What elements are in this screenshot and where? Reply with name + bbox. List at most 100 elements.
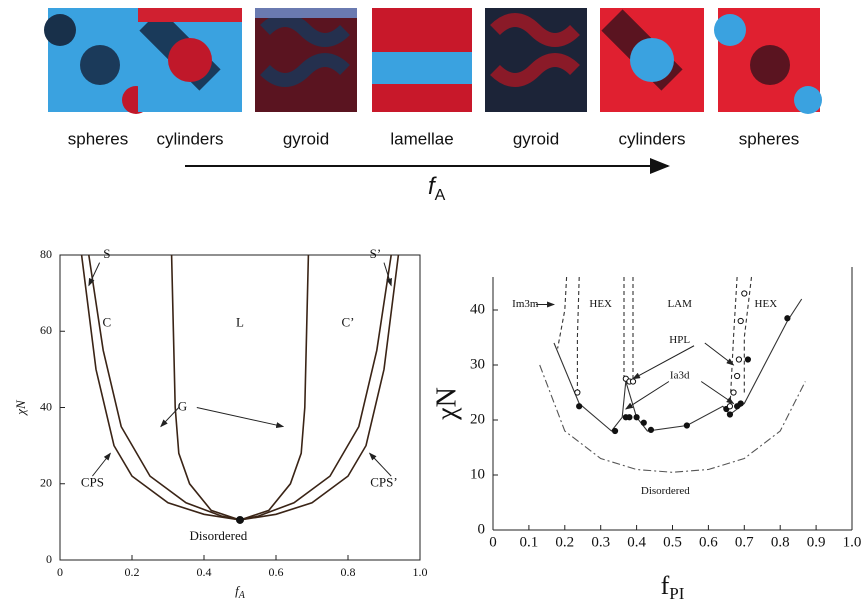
pointer-arrow <box>196 407 285 428</box>
x-tick-label: 0.6 <box>269 565 284 579</box>
marker <box>626 414 633 421</box>
x-tick-label: 0.9 <box>807 534 826 550</box>
annotation: HPL <box>669 334 690 346</box>
marker <box>741 290 748 297</box>
x-tick-label: 0.6 <box>699 534 718 550</box>
marker <box>730 389 737 396</box>
marker <box>734 372 741 380</box>
x-tick-label: 0.2 <box>125 565 140 579</box>
pointer-arrow <box>624 381 670 410</box>
marker <box>683 422 690 429</box>
boundary-line <box>729 276 738 410</box>
y-tick-label: 80 <box>40 247 52 261</box>
marker <box>737 400 744 407</box>
cube <box>372 8 472 112</box>
y-tick-label: 40 <box>40 399 52 413</box>
x-tick-label: 0.1 <box>520 534 539 550</box>
cube <box>714 8 822 114</box>
pointer-arrow <box>700 381 735 405</box>
phase-label: gyroid <box>513 129 559 148</box>
y-tick-label: 20 <box>40 476 52 490</box>
x-tick-label: 1.0 <box>843 534 862 550</box>
pointer-arrow <box>92 452 112 477</box>
x-axis-label: fA <box>235 583 246 601</box>
pointer-arrow <box>160 407 180 428</box>
annotation: HEX <box>755 298 778 310</box>
marker <box>640 419 647 426</box>
boundary-line <box>553 298 803 432</box>
marker <box>726 403 734 410</box>
axis-label: fA <box>428 173 446 204</box>
boundary-line <box>557 276 568 349</box>
y-axis-label: χN <box>13 399 28 417</box>
pointer-arrow <box>368 452 392 477</box>
y-tick-label: 60 <box>40 323 52 337</box>
cube <box>600 8 704 112</box>
y-tick-label: 30 <box>470 356 485 372</box>
cube-row <box>44 8 822 114</box>
plot-frame <box>59 254 421 561</box>
y-axis-label: χN <box>431 387 462 421</box>
x-tick-label: 0 <box>489 534 497 550</box>
x-label-sub: PI <box>669 584 684 603</box>
cube <box>44 8 150 114</box>
marker <box>726 411 734 418</box>
x-tick-label: 0.5 <box>663 534 682 550</box>
annotation: HEX <box>589 298 612 310</box>
x-tick-label: 0.8 <box>771 534 790 550</box>
boundary-line <box>539 364 806 473</box>
cube <box>138 8 242 112</box>
pointer-arrow <box>383 262 392 287</box>
marker <box>236 515 244 524</box>
phase-label: cylinders <box>618 129 685 148</box>
x-label-sub: A <box>238 590 246 601</box>
marker <box>576 403 583 410</box>
pointer-arrow <box>704 342 735 366</box>
x-tick-label: 0.4 <box>197 565 212 579</box>
x-label-main: f <box>661 571 670 600</box>
y-tick-label: 10 <box>470 466 485 482</box>
marker <box>735 356 743 363</box>
y-tick-label: 40 <box>470 301 485 317</box>
phase-label: gyroid <box>283 129 329 148</box>
y-tick-label: 0 <box>478 521 486 537</box>
annotation: Im3m <box>512 298 539 310</box>
annotation: Disordered <box>190 528 248 543</box>
x-axis-label: fPI <box>661 571 685 603</box>
annotation: LAM <box>667 298 692 310</box>
annotation: S <box>103 246 110 261</box>
marker <box>633 414 640 421</box>
pointer-arrow <box>632 345 695 380</box>
annotation: Disordered <box>641 485 690 497</box>
phase-label: lamellae <box>390 129 453 148</box>
plot: 0 0.1 0.2 0.3 0.4 0.5 0.6 0.7 0.8 0.9 1.0 0 10 20 30 40… <box>431 267 861 603</box>
phase-label: cylinders <box>156 129 223 148</box>
boundary-line <box>80 254 400 521</box>
x-tick-label: 0.2 <box>555 534 574 550</box>
annotation: CPS’ <box>370 475 397 490</box>
boundary-line <box>170 254 310 521</box>
marker <box>784 315 791 322</box>
annotation: C <box>102 315 111 330</box>
x-tick-label: 1.0 <box>413 565 428 579</box>
y-tick-label: 20 <box>470 411 485 427</box>
cube <box>255 8 357 112</box>
annotation: G <box>178 398 187 413</box>
marker <box>744 356 751 363</box>
y-tick-label: 0 <box>46 552 52 566</box>
pointer-arrow <box>88 262 101 287</box>
phase-label: spheres <box>739 129 799 148</box>
annotation: C’ <box>342 315 355 330</box>
phase-label: spheres <box>68 129 128 148</box>
marker <box>611 427 619 435</box>
x-tick-label: 0.7 <box>735 534 754 550</box>
x-tick-label: 0 <box>57 565 63 579</box>
x-label-main: f <box>235 583 241 598</box>
x-tick-label: 0.3 <box>591 534 610 550</box>
boundary-line <box>576 276 580 393</box>
marker <box>737 317 744 325</box>
annotation: L <box>236 315 244 330</box>
x-tick-label: 0.8 <box>341 565 356 579</box>
